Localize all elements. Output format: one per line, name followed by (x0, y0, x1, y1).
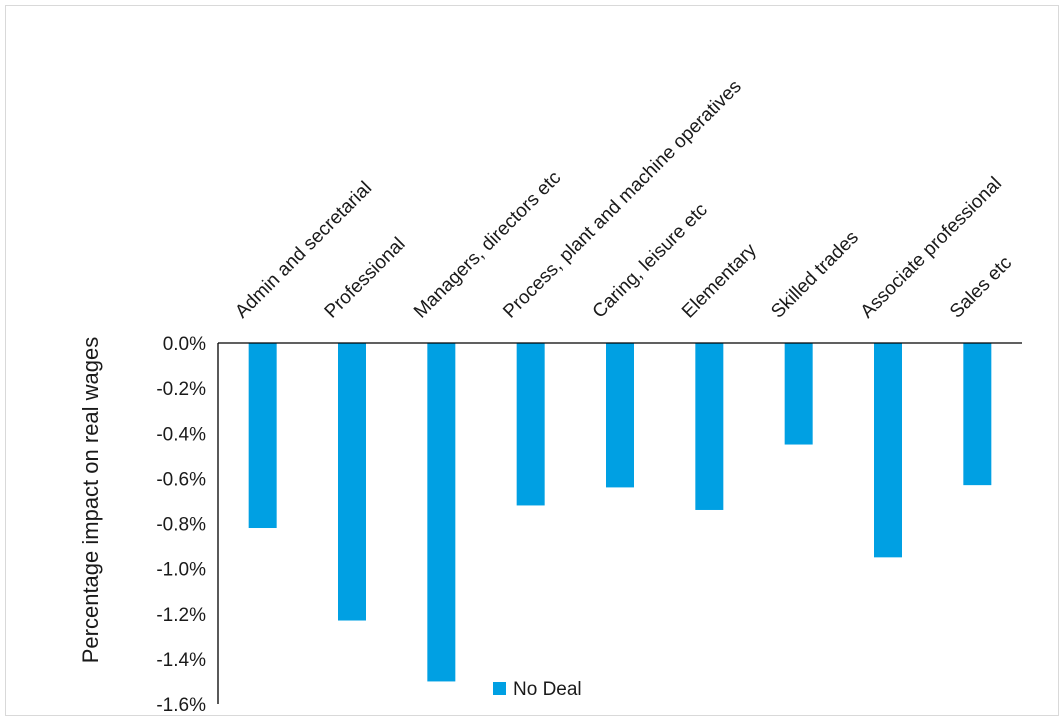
y-tick-label: -1.0% (156, 560, 206, 581)
y-tick-label: -0.2% (156, 379, 206, 400)
y-tick-label: -0.8% (156, 515, 206, 536)
bar (338, 343, 366, 621)
bars-group (248, 343, 992, 682)
y-tick-label: -1.4% (156, 650, 206, 671)
y-tick-labels: 0.0% -0.2% -0.4% -0.6% -0.8% -1.0% -1.2% -1.4% -… (156, 334, 206, 716)
y-tick-label: -1.2% (156, 605, 206, 626)
legend-swatch-no-deal (493, 682, 506, 695)
category-label: Elementary (678, 239, 761, 322)
category-label: Skilled trades (767, 227, 863, 323)
y-tick-label: -1.6% (156, 695, 206, 716)
category-label: Associate professional (857, 173, 1006, 322)
bar (695, 343, 724, 510)
legend: No Deal (493, 679, 582, 700)
bar (963, 343, 992, 486)
bar (248, 343, 277, 529)
y-tick-label: -0.4% (156, 424, 206, 445)
bar (874, 343, 902, 558)
category-label: Professional (321, 234, 410, 323)
bar (427, 343, 456, 682)
category-label: Sales etc (946, 252, 1016, 322)
y-axis-label: Percentage impact on real wages (78, 337, 103, 664)
legend-label-no-deal: No Deal (513, 679, 582, 700)
y-tick-label: -0.6% (156, 469, 206, 490)
category-label: Managers, directors etc (410, 167, 565, 322)
bar (606, 343, 634, 488)
y-tick-label: 0.0% (163, 334, 206, 355)
bar (784, 343, 813, 445)
bar (516, 343, 545, 506)
